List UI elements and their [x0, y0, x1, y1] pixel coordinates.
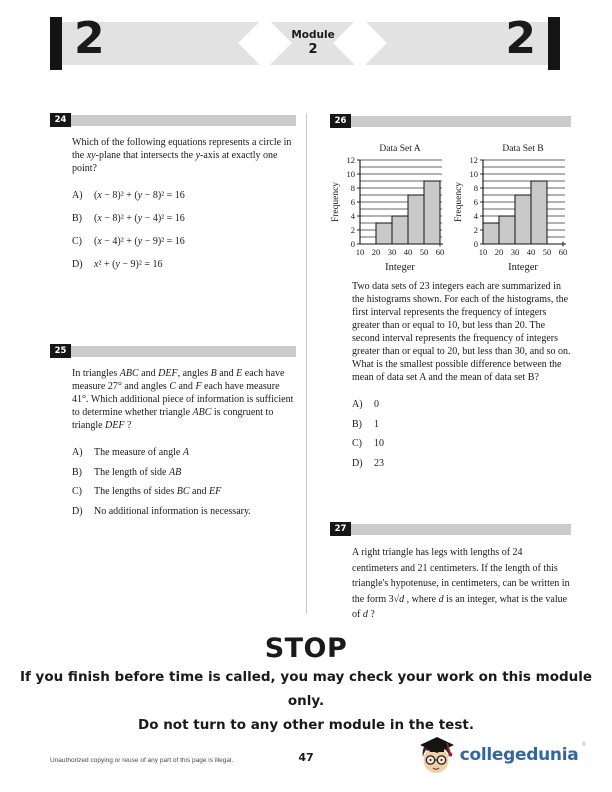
question-25: 25 In triangles ABC and DEF, angles B an…	[50, 344, 296, 524]
question-number-badge: 26	[330, 114, 351, 128]
choice-d: D) 23	[352, 457, 384, 469]
svg-text:4: 4	[474, 211, 479, 221]
header-right-cap	[548, 17, 560, 70]
svg-text:2: 2	[351, 225, 355, 235]
question-header-bar	[351, 115, 571, 127]
svg-text:60: 60	[436, 247, 445, 257]
page-number: 47	[298, 751, 314, 764]
stop-section: STOP If you finish before time is called…	[0, 633, 612, 737]
svg-text:30: 30	[388, 247, 397, 257]
svg-text:4: 4	[351, 211, 356, 221]
choice-c: C) The lengths of sides BC and EF	[72, 486, 222, 497]
module-number-left: 2	[74, 13, 105, 64]
svg-text:60: 60	[559, 247, 568, 257]
question-27: 27 A right triangle has legs with length…	[330, 522, 571, 635]
choice-d: D) No additional information is necessar…	[72, 505, 251, 517]
choice-b: B) 1	[352, 418, 379, 430]
svg-text:0: 0	[351, 239, 355, 249]
collegedunia-mascot-icon	[419, 737, 454, 773]
svg-text:50: 50	[543, 247, 552, 257]
question-27-prompt: A right triangle has legs with lengths o…	[352, 547, 570, 620]
collegedunia-logo: collegedunia ®	[417, 733, 586, 777]
svg-text:10: 10	[356, 247, 365, 257]
svg-text:40: 40	[404, 247, 413, 257]
question-26-header: 26	[330, 114, 571, 128]
histograms-row: Data Set A 0 2 4 6 8 10 12 10 20 30 40 50 60 Frequency…	[330, 137, 571, 280]
svg-text:20: 20	[495, 247, 504, 257]
svg-text:8: 8	[474, 183, 478, 193]
svg-text:40: 40	[527, 247, 536, 257]
svg-text:Integer: Integer	[508, 262, 538, 273]
question-number-badge: 25	[50, 344, 71, 358]
question-26-choices: A) 0 B) 1 C) 10 D) 23	[352, 398, 571, 470]
module-value: 2	[308, 42, 318, 57]
svg-text:12: 12	[347, 155, 356, 165]
choice-a: A) 0	[352, 399, 379, 410]
module-number-right: 2	[505, 13, 536, 64]
svg-text:12: 12	[470, 155, 479, 165]
svg-text:10: 10	[470, 169, 479, 179]
question-header-bar	[71, 345, 296, 357]
choice-c: C) (x − 4)² + (y − 9)² = 16	[72, 236, 185, 247]
question-header-bar	[71, 114, 296, 126]
histogram-data-set-b: Data Set B 0 2 4 6 8 10 12 10 20 30 40 50 60 Frequency…	[453, 142, 571, 278]
module-header: 2 2 Module 2	[50, 14, 560, 70]
question-25-choices: A) The measure of angle A B) The length …	[72, 446, 296, 518]
header-band-fill	[62, 22, 548, 65]
question-number-badge: 27	[330, 522, 351, 536]
svg-text:Data Set B: Data Set B	[502, 144, 543, 154]
stop-title: STOP	[264, 633, 348, 664]
choice-b: B) (x − 8)² + (y − 4)² = 16	[72, 213, 185, 224]
choice-a: A) The measure of angle A	[72, 447, 189, 458]
histogram-data-set-a: Data Set A 0 2 4 6 8 10 12 10 20 30 40 50 60 Frequency…	[330, 142, 448, 278]
question-24-header: 24	[50, 113, 296, 127]
brand-name: collegedunia	[459, 745, 579, 765]
question-27-header: 27	[330, 522, 571, 536]
svg-text:20: 20	[372, 247, 381, 257]
question-24: 24 Which of the following equations repr…	[50, 113, 296, 281]
choice-b: B) The length of side AB	[72, 466, 182, 478]
svg-text:8: 8	[351, 183, 355, 193]
svg-text:2: 2	[474, 225, 478, 235]
question-26-prompt: Two data sets of 23 integers each are su…	[352, 281, 571, 383]
svg-text:Frequency: Frequency	[331, 182, 341, 222]
choice-d: D) x² + (y − 9)² = 16	[72, 259, 163, 270]
question-26: 26 Data Set A 0 2 4 6 8 10 12 10 20 30 40 50 60 Freque…	[330, 114, 571, 476]
question-25-header: 25	[50, 344, 296, 358]
svg-text:10: 10	[479, 247, 488, 257]
question-24-choices: A) (x − 8)² + (y − 8)² = 16 B) (x − 8)² …	[72, 189, 296, 271]
question-25-prompt: In triangles ABC and DEF, angles B and E…	[72, 368, 294, 431]
svg-text:6: 6	[351, 197, 355, 207]
choice-c: C) 10	[352, 438, 384, 449]
question-number-badge: 24	[50, 113, 71, 127]
question-24-prompt: Which of the following equations represe…	[72, 137, 292, 174]
copyright-notice: Unauthorized copying or reuse of any par…	[50, 757, 234, 764]
svg-text:0: 0	[474, 239, 478, 249]
svg-text:6: 6	[474, 197, 478, 207]
module-title: Module 2	[268, 29, 358, 57]
module-label: Module	[291, 29, 335, 41]
header-left-cap	[50, 17, 62, 70]
stop-line-1: If you finish before time is called, you…	[19, 669, 593, 709]
column-divider	[306, 113, 307, 613]
svg-text:10: 10	[347, 169, 356, 179]
svg-text:50: 50	[420, 247, 429, 257]
stop-line-2: Do not turn to any other module in the t…	[138, 717, 474, 733]
svg-text:Data Set A: Data Set A	[379, 144, 420, 154]
registered-mark: ®	[581, 742, 586, 748]
svg-text:Frequency: Frequency	[454, 182, 464, 222]
question-header-bar	[351, 523, 571, 535]
svg-text:30: 30	[511, 247, 520, 257]
choice-a: A) (x − 8)² + (y − 8)² = 16	[72, 190, 185, 201]
svg-text:Integer: Integer	[385, 262, 415, 273]
